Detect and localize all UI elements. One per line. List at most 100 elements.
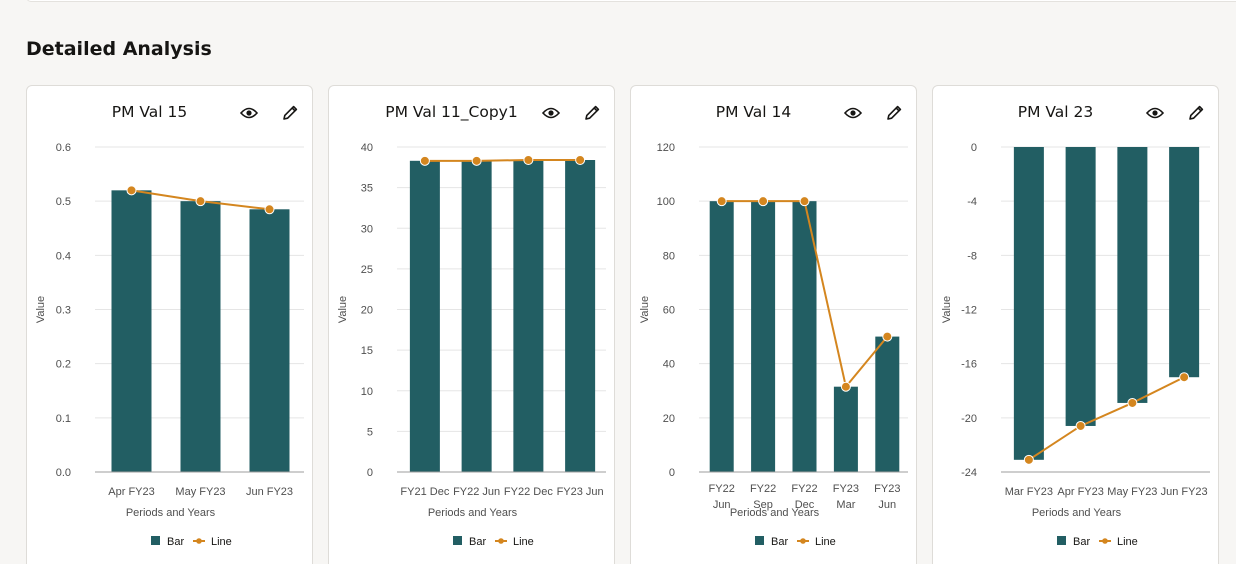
y-axis-label: Value [337,296,349,323]
line-point [419,155,430,166]
line-point [840,381,851,392]
bar [565,160,596,472]
bar [513,160,544,472]
bar [249,209,290,472]
x-tick-label: FY23 Mar [833,483,859,511]
chart-card-pm-val-11-copy1: PM Val 11_Copy1 40 35 30 25 20 15 10 5 0 Value FY2… [328,85,615,564]
legend-label-bar: Bar [469,536,486,548]
pencil-icon[interactable] [580,102,604,124]
y-tick-label: 25 [361,264,373,276]
bar [111,190,152,472]
line-point [575,155,586,165]
y-tick-label: -8 [967,250,977,262]
y-tick-label: -24 [961,467,977,479]
y-tick-label: 100 [657,196,675,208]
y-tick-label: 15 [361,345,373,357]
bar [751,201,776,472]
legend-label-bar: Bar [1073,536,1090,548]
x-tick-label: May FY23 [175,486,225,498]
combo-chart: 0.6 0.5 0.4 0.3 0.2 0.1 0.0 Value Apr FY23 May FY… [35,142,304,548]
combo-chart: 0 -4 -8 -12 -16 -20 -24 Value Mar FY23 Apr FY23 Ma… [941,142,1210,548]
chart-card-pm-val-15: PM Val 15 0.6 0.5 0.4 0.3 0.2 0.1 0.0 Value Apr … [26,85,313,564]
line-point [799,196,810,207]
chart-title: PM Val 23 [1017,103,1094,121]
bar [1169,147,1200,378]
x-tick-label: FY21 Dec [400,486,449,498]
line-point [1023,454,1034,465]
y-tick-label: 0.6 [56,142,71,154]
line-point [716,196,727,207]
legend-label-line: Line [513,536,534,548]
y-tick-label: 20 [361,305,373,317]
top-panel-edge [26,0,1236,2]
eye-icon[interactable] [539,102,563,124]
legend-line-marker [498,538,504,544]
combo-chart: 40 35 30 25 20 15 10 5 0 Value FY21 Dec FY22 Jun FY2… [337,142,606,548]
eye-icon[interactable] [237,102,261,124]
x-tick-label: FY22 Sep [750,483,776,511]
x-tick-label: May FY23 [1107,486,1157,498]
y-tick-label: 0.0 [56,467,71,479]
x-axis-label: Periods and Years [428,507,518,519]
y-tick-label: 0 [669,467,675,479]
bar [180,201,221,472]
legend-bar-swatch [453,536,462,545]
chart-title: PM Val 15 [111,103,188,121]
x-tick-label: Apr FY23 [108,486,154,498]
series-line [1028,376,1185,461]
legend-bar-swatch [755,536,764,545]
section-title: Detailed Analysis [26,38,212,60]
line-point [882,331,893,342]
y-tick-label: 0.4 [56,250,71,262]
combo-chart: 120 100 80 60 40 20 0 Value FY22 Jun FY22 Sep FY22 De… [639,142,908,548]
y-tick-label: 20 [663,413,675,425]
y-tick-label: 10 [361,386,373,398]
y-tick-label: 35 [361,183,373,195]
x-tick-label: Apr FY23 [1057,486,1103,498]
legend-label-bar: Bar [167,536,184,548]
y-tick-label: 80 [663,250,675,262]
y-axis-label: Value [639,296,651,323]
y-tick-label: 0 [367,467,373,479]
bar [1065,147,1096,426]
chart-card-pm-val-23: PM Val 23 0 -4 -8 -12 -16 -20 -24 Value Mar FY23… [932,85,1219,564]
pencil-icon[interactable] [278,102,302,124]
y-tick-label: 120 [657,142,675,154]
x-tick-label: Jun FY23 [1161,486,1208,498]
bar [792,201,817,472]
legend-label-line: Line [211,536,232,548]
chart-title: PM Val 14 [715,103,792,121]
y-tick-label: 30 [361,223,373,235]
y-axis-label: Value [35,296,47,323]
line-point [1127,397,1138,408]
pencil-icon[interactable] [882,102,906,124]
eye-icon[interactable] [1143,102,1167,124]
y-tick-label: 40 [663,359,675,371]
line-point [471,155,482,166]
eye-icon[interactable] [841,102,865,124]
x-tick-label: FY23 Jun [557,486,604,498]
x-axis-label: Periods and Years [1032,507,1122,519]
y-tick-label: -4 [967,196,977,208]
bar [461,160,492,472]
x-axis-label: Periods and Years [126,507,216,519]
x-tick-label: Jun FY23 [246,486,293,498]
y-tick-label: -16 [961,359,977,371]
series-line [424,159,581,162]
line-point [264,204,275,215]
chart-title: PM Val 11_Copy1 [385,103,518,121]
legend-label-line: Line [815,536,836,548]
x-tick-label: FY22 Dec [504,486,553,498]
line-point [523,155,534,165]
pencil-icon[interactable] [1184,102,1208,124]
legend-bar-swatch [1057,536,1066,545]
y-tick-label: 0.1 [56,413,71,425]
bar [833,386,858,472]
y-tick-label: 60 [663,305,675,317]
bar [875,336,900,472]
y-tick-label: 0.3 [56,305,71,317]
bar [709,201,734,472]
legend-label-line: Line [1117,536,1138,548]
y-tick-label: 0.2 [56,359,71,371]
y-axis-label: Value [941,296,953,323]
